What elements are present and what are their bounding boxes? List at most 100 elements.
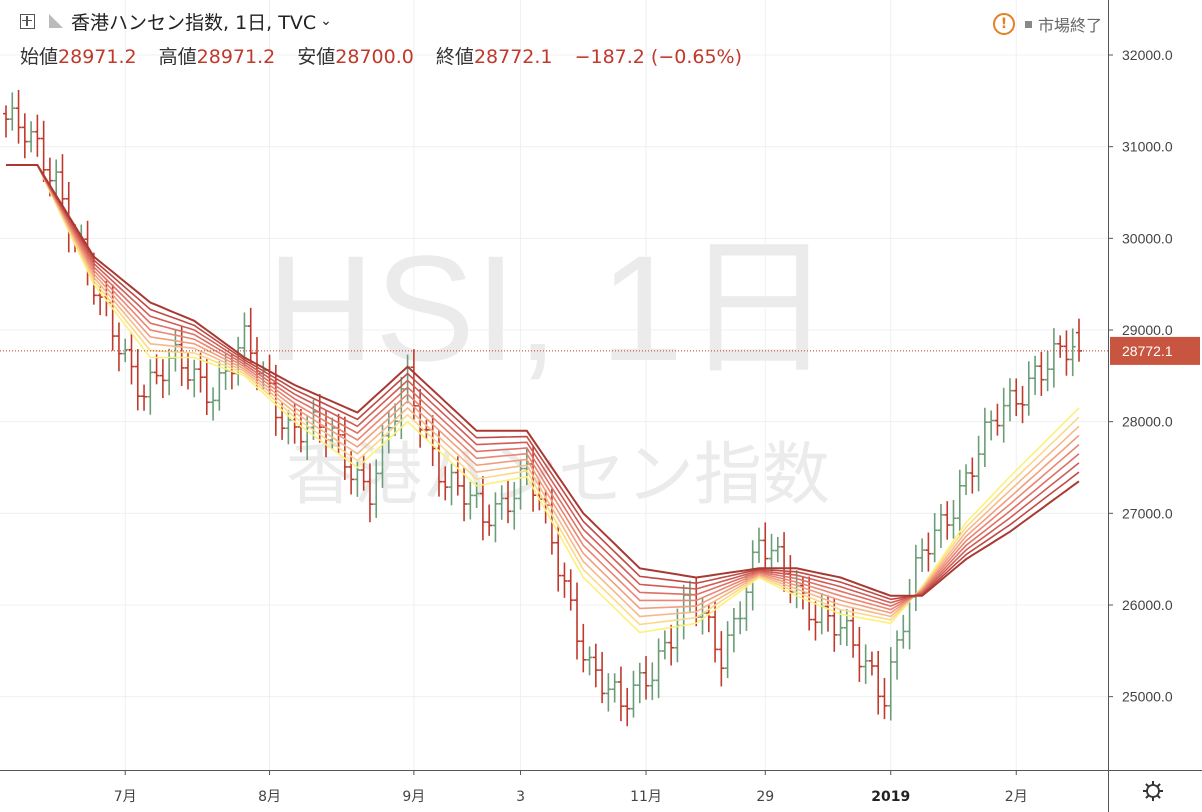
ohlc-bar (21, 113, 28, 159)
ohlc-bar (492, 492, 499, 543)
ema-line (6, 164, 1080, 607)
ohlc-bar (442, 466, 449, 501)
high-label: 高値 (158, 46, 197, 68)
x-tick-label: 29 (756, 789, 774, 805)
ohlc-bar (561, 562, 568, 598)
ohlc-bar (868, 651, 875, 676)
ohlc-bar (1032, 355, 1039, 395)
low-value: 28700.0 (335, 46, 414, 68)
ohlc-bar (53, 159, 60, 198)
price-axis[interactable] (1108, 0, 1202, 812)
ohlc-bar (762, 522, 769, 576)
y-tick-label: 25000.0 (1122, 689, 1173, 705)
y-tick-label: 26000.0 (1122, 597, 1173, 613)
ohlc-bar (473, 482, 480, 508)
plus-square-icon[interactable] (20, 13, 35, 29)
ohlc-bar (498, 485, 505, 520)
ohlc-bar (649, 662, 656, 701)
grid (0, 0, 1108, 770)
ohlc-bar (862, 644, 869, 684)
x-tick-label: 2月 (1005, 789, 1028, 805)
ohlc-bar (686, 580, 693, 614)
ohlc-bar (881, 678, 888, 720)
ohlc-bar (1063, 330, 1070, 376)
close-value: 28772.1 (473, 46, 553, 68)
ohlc-bar (1019, 386, 1026, 424)
ohlc-bar (755, 527, 762, 563)
ohlc-bar (825, 595, 832, 632)
ohlc-bar (247, 307, 254, 365)
close-label: 終値 (435, 46, 474, 68)
ohlc-bar (216, 361, 223, 411)
ohlc-bar (1000, 387, 1007, 443)
ema-line (6, 164, 1080, 597)
open-value: 28971.2 (58, 46, 137, 68)
status-square-icon (1024, 20, 1032, 28)
gear-icon[interactable] (1143, 781, 1163, 801)
ohlc-bar (366, 463, 373, 523)
ohlc-bar (1076, 318, 1082, 362)
y-tick-label: 31000.0 (1122, 139, 1173, 155)
change-value: −187.2 (−0.65%) (574, 46, 743, 68)
ohlc-bar (210, 387, 217, 421)
ohlc-bar (40, 120, 47, 183)
ohlc-bar (128, 332, 135, 385)
ema-line (6, 164, 1080, 626)
ohlc-bar (1050, 328, 1057, 388)
ohlc-bar (944, 501, 951, 540)
y-tick-label: 29000.0 (1122, 322, 1173, 338)
ohlc-bar (950, 500, 957, 539)
ohlc-bar (1069, 328, 1076, 377)
watermark-symbol: HSI, 1日 (267, 224, 834, 392)
ohlc-bar (1057, 335, 1064, 358)
ohlc-bar (59, 154, 66, 209)
ohlc-bar (479, 476, 486, 541)
market-status: ! 市場終了 (992, 12, 1102, 36)
y-tick-label: 28000.0 (1122, 414, 1173, 430)
ohlc-bar (812, 601, 819, 641)
chevron-down-icon[interactable]: ⌄ (320, 13, 332, 29)
y-tick-label: 27000.0 (1122, 505, 1173, 521)
ohlc-bar (454, 456, 461, 496)
ema-ribbon (6, 164, 1080, 634)
ohlc-bar (166, 348, 173, 396)
x-tick-label: 9月 (402, 789, 425, 805)
ohlc-bar (712, 601, 719, 663)
ohlc-bar (592, 643, 599, 688)
last-price-label: 28772.1 (1122, 343, 1173, 359)
ema-line (6, 164, 1080, 618)
ohlc-bar (624, 687, 631, 727)
ohlc-bar (737, 601, 744, 635)
ohlc-bar (937, 503, 944, 548)
ohlc-bar (906, 578, 913, 650)
ohlc-bar (555, 524, 562, 592)
ohlc-bar (617, 666, 624, 722)
ohlc-bar (900, 614, 907, 649)
ohlc-bar (724, 621, 731, 679)
ohlc-bar (1025, 361, 1032, 416)
y-tick-label: 30000.0 (1122, 230, 1173, 246)
x-tick-label: 11月 (630, 789, 662, 805)
warning-icon[interactable]: ! (992, 13, 1015, 35)
ohlc-bar (630, 670, 637, 718)
ohlc-bar (605, 673, 612, 712)
ohlc-bar (1013, 378, 1020, 417)
ohlc-bar (141, 384, 148, 411)
ohlc-bar (360, 454, 367, 491)
ohlc-bar (875, 650, 882, 715)
ohlc-bar (9, 92, 16, 131)
time-axis[interactable] (0, 770, 1108, 812)
ema-line (6, 164, 1080, 611)
ohlc-bar (730, 607, 737, 653)
x-tick-label: 2019 (871, 789, 910, 805)
ohlc-bar (586, 646, 593, 676)
price-bars (3, 89, 1082, 727)
ohlc-bar (517, 459, 524, 510)
ohlc-bar (153, 354, 160, 385)
ohlc-legend: 始値28971.2 高値28971.2 安値28700.0 終値28772.1 … (20, 42, 742, 69)
symbol-title[interactable]: 香港ハンセン指数, 1日, TVC (71, 11, 317, 34)
ohlc-bar (147, 359, 154, 415)
last-price-badge (1110, 336, 1200, 365)
high-value: 28971.2 (196, 46, 276, 68)
